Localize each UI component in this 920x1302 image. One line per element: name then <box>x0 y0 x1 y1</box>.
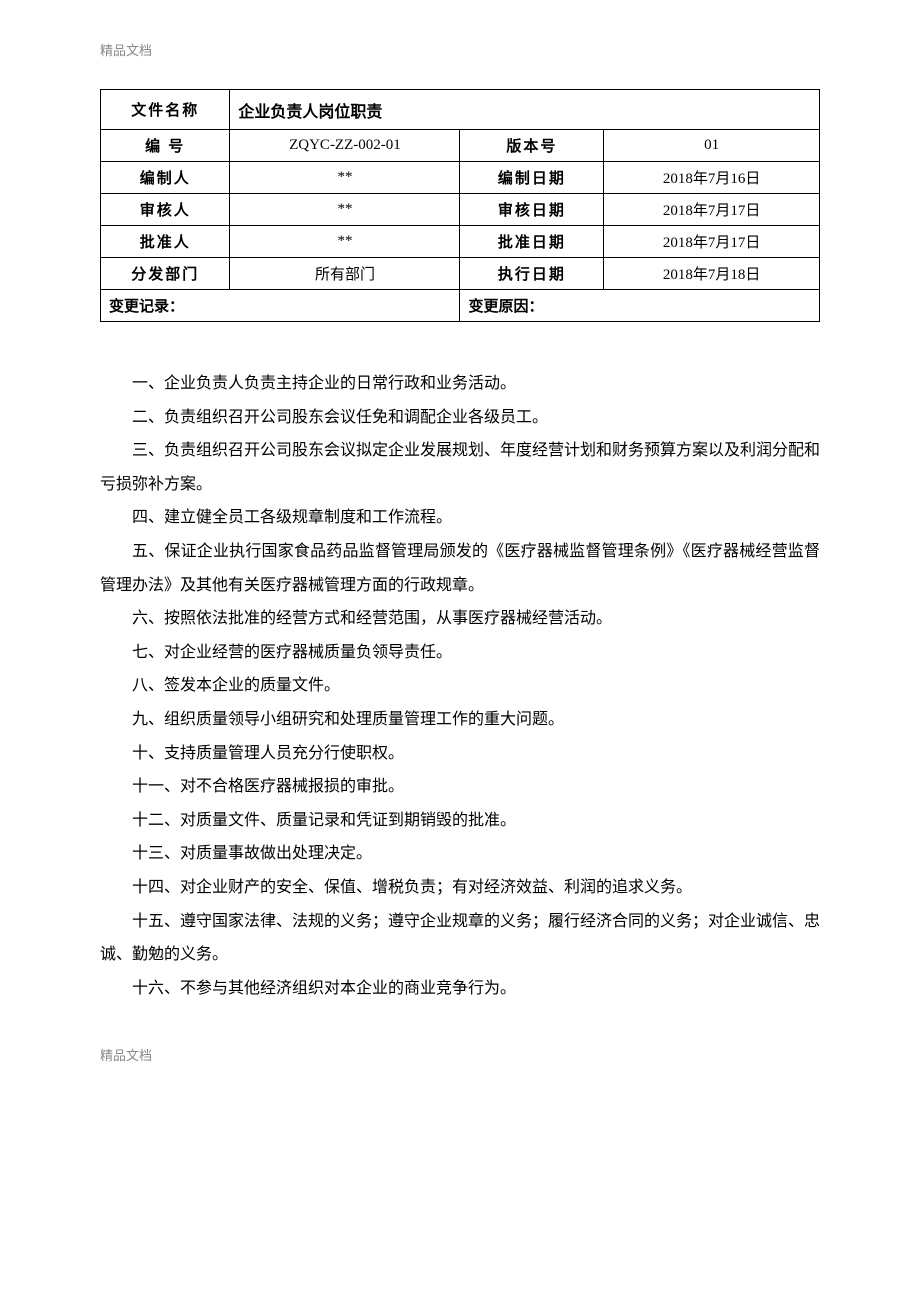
version-value: 01 <box>604 130 820 162</box>
reviewer-label: 审核人 <box>101 194 230 226</box>
table-row: 文件名称 企业负责人岗位职责 <box>101 90 820 130</box>
paragraph: 十、支持质量管理人员充分行使职权。 <box>100 737 820 771</box>
dept-value: 所有部门 <box>230 258 460 290</box>
approver-label: 批准人 <box>101 226 230 258</box>
paragraph: 十六、不参与其他经济组织对本企业的商业竞争行为。 <box>100 972 820 1006</box>
review-date-value: 2018年7月17日 <box>604 194 820 226</box>
paragraph: 七、对企业经营的医疗器械质量负领导责任。 <box>100 636 820 670</box>
paragraph: 三、负责组织召开公司股东会议拟定企业发展规划、年度经营计划和财务预算方案以及利润… <box>100 434 820 501</box>
table-row: 编 号 ZQYC-ZZ-002-01 版本号 01 <box>101 130 820 162</box>
change-reason-label: 变更原因： <box>460 290 820 322</box>
paragraph: 四、建立健全员工各级规章制度和工作流程。 <box>100 501 820 535</box>
paragraph: 十一、对不合格医疗器械报损的审批。 <box>100 770 820 804</box>
exec-date-value: 2018年7月18日 <box>604 258 820 290</box>
author-label: 编制人 <box>101 162 230 194</box>
document-info-table: 文件名称 企业负责人岗位职责 编 号 ZQYC-ZZ-002-01 版本号 01… <box>100 89 820 322</box>
paragraph: 十五、遵守国家法律、法规的义务；遵守企业规章的义务；履行经济合同的义务；对企业诚… <box>100 905 820 972</box>
paragraph: 五、保证企业执行国家食品药品监督管理局颁发的《医疗器械监督管理条例》《医疗器械经… <box>100 535 820 602</box>
paragraph: 二、负责组织召开公司股东会议任免和调配企业各级员工。 <box>100 401 820 435</box>
approve-date-label: 批准日期 <box>460 226 604 258</box>
author-date-label: 编制日期 <box>460 162 604 194</box>
version-label: 版本号 <box>460 130 604 162</box>
paragraph: 八、签发本企业的质量文件。 <box>100 669 820 703</box>
paragraph: 十二、对质量文件、质量记录和凭证到期销毁的批准。 <box>100 804 820 838</box>
table-row: 编制人 ** 编制日期 2018年7月16日 <box>101 162 820 194</box>
footer-label: 精品文档 <box>100 1045 820 1064</box>
author-date-value: 2018年7月16日 <box>604 162 820 194</box>
dept-label: 分发部门 <box>101 258 230 290</box>
paragraph: 十三、对质量事故做出处理决定。 <box>100 837 820 871</box>
table-row: 审核人 ** 审核日期 2018年7月17日 <box>101 194 820 226</box>
code-label: 编 号 <box>101 130 230 162</box>
document-content: 一、企业负责人负责主持企业的日常行政和业务活动。 二、负责组织召开公司股东会议任… <box>100 367 820 1005</box>
paragraph: 一、企业负责人负责主持企业的日常行政和业务活动。 <box>100 367 820 401</box>
exec-date-label: 执行日期 <box>460 258 604 290</box>
reviewer-value: ** <box>230 194 460 226</box>
approver-value: ** <box>230 226 460 258</box>
paragraph: 九、组织质量领导小组研究和处理质量管理工作的重大问题。 <box>100 703 820 737</box>
header-label: 精品文档 <box>100 40 820 59</box>
table-row: 变更记录： 变更原因： <box>101 290 820 322</box>
approve-date-value: 2018年7月17日 <box>604 226 820 258</box>
table-row: 分发部门 所有部门 执行日期 2018年7月18日 <box>101 258 820 290</box>
table-row: 批准人 ** 批准日期 2018年7月17日 <box>101 226 820 258</box>
file-name-label: 文件名称 <box>101 90 230 130</box>
paragraph: 六、按照依法批准的经营方式和经营范围，从事医疗器械经营活动。 <box>100 602 820 636</box>
review-date-label: 审核日期 <box>460 194 604 226</box>
code-value: ZQYC-ZZ-002-01 <box>230 130 460 162</box>
change-record-label: 变更记录： <box>101 290 460 322</box>
author-value: ** <box>230 162 460 194</box>
paragraph: 十四、对企业财产的安全、保值、增税负责；有对经济效益、利润的追求义务。 <box>100 871 820 905</box>
file-name-value: 企业负责人岗位职责 <box>230 90 820 130</box>
